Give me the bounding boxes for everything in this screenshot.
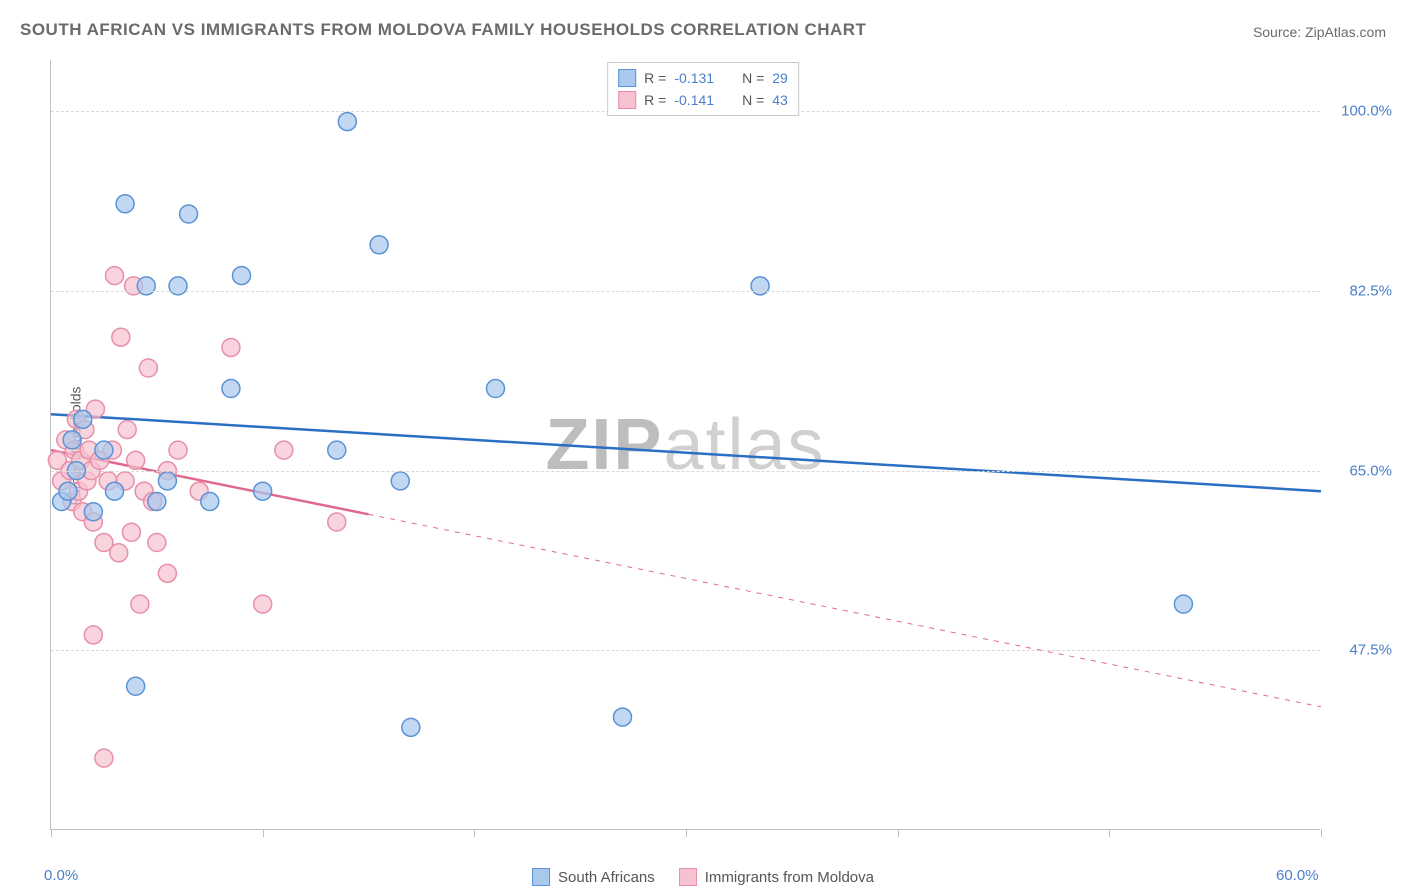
data-point xyxy=(122,523,140,541)
data-point xyxy=(158,472,176,490)
data-point xyxy=(59,482,77,500)
data-point xyxy=(127,451,145,469)
data-point xyxy=(751,277,769,295)
data-point xyxy=(180,205,198,223)
y-tick-label: 100.0% xyxy=(1341,103,1392,120)
data-point xyxy=(201,492,219,510)
x-tick-label: 60.0% xyxy=(1276,867,1319,884)
data-point xyxy=(84,503,102,521)
x-tick xyxy=(1109,829,1110,837)
data-point xyxy=(614,708,632,726)
legend-swatch xyxy=(532,868,550,886)
legend-n-value: 43 xyxy=(772,92,788,108)
series-legend-label: Immigrants from Moldova xyxy=(705,869,874,886)
data-point xyxy=(254,482,272,500)
regression-line xyxy=(51,414,1321,491)
data-point xyxy=(110,544,128,562)
legend-r-label: R = xyxy=(644,70,666,86)
data-point xyxy=(106,482,124,500)
stats-legend: R = -0.131 N = 29 R = -0.141 N = 43 xyxy=(607,62,799,116)
legend-swatch xyxy=(618,91,636,109)
data-point xyxy=(74,410,92,428)
data-point xyxy=(106,267,124,285)
data-point xyxy=(338,113,356,131)
data-point xyxy=(222,338,240,356)
y-tick-label: 47.5% xyxy=(1349,642,1392,659)
data-point xyxy=(370,236,388,254)
x-tick xyxy=(1321,829,1322,837)
legend-n-value: 29 xyxy=(772,70,788,86)
legend-r-value: -0.141 xyxy=(674,92,714,108)
gridline xyxy=(51,291,1320,292)
data-point xyxy=(137,277,155,295)
x-tick xyxy=(898,829,899,837)
data-point xyxy=(254,595,272,613)
data-point xyxy=(148,534,166,552)
x-tick xyxy=(51,829,52,837)
data-point xyxy=(63,431,81,449)
data-point xyxy=(116,195,134,213)
legend-n-label: N = xyxy=(742,70,764,86)
data-point xyxy=(131,595,149,613)
y-tick-label: 82.5% xyxy=(1349,283,1392,300)
chart-container: SOUTH AFRICAN VS IMMIGRANTS FROM MOLDOVA… xyxy=(0,0,1406,892)
x-tick-label: 0.0% xyxy=(44,867,78,884)
stats-legend-row: R = -0.141 N = 43 xyxy=(618,89,788,111)
data-point xyxy=(1174,595,1192,613)
x-tick xyxy=(474,829,475,837)
data-point xyxy=(233,267,251,285)
data-point xyxy=(328,441,346,459)
data-point xyxy=(169,441,187,459)
series-legend-item: South Africans xyxy=(532,868,655,886)
data-point xyxy=(139,359,157,377)
data-point xyxy=(169,277,187,295)
data-point xyxy=(127,677,145,695)
x-tick xyxy=(263,829,264,837)
stats-legend-row: R = -0.131 N = 29 xyxy=(618,67,788,89)
data-point xyxy=(402,718,420,736)
series-legend-item: Immigrants from Moldova xyxy=(679,868,874,886)
chart-title: SOUTH AFRICAN VS IMMIGRANTS FROM MOLDOVA… xyxy=(20,20,866,40)
series-legend-label: South Africans xyxy=(558,869,655,886)
data-point xyxy=(84,626,102,644)
series-legend: South Africans Immigrants from Moldova xyxy=(532,868,874,886)
legend-r-value: -0.131 xyxy=(674,70,714,86)
y-tick-label: 65.0% xyxy=(1349,462,1392,479)
legend-n-label: N = xyxy=(742,92,764,108)
gridline xyxy=(51,650,1320,651)
legend-r-label: R = xyxy=(644,92,666,108)
data-point xyxy=(95,441,113,459)
plot-svg xyxy=(51,60,1320,829)
data-point xyxy=(328,513,346,531)
legend-swatch xyxy=(679,868,697,886)
data-point xyxy=(95,749,113,767)
source-attribution: Source: ZipAtlas.com xyxy=(1253,24,1386,40)
data-point xyxy=(222,380,240,398)
x-tick xyxy=(686,829,687,837)
plot-area: ZIPatlas xyxy=(50,60,1320,830)
data-point xyxy=(391,472,409,490)
data-point xyxy=(112,328,130,346)
data-point xyxy=(148,492,166,510)
data-point xyxy=(118,421,136,439)
data-point xyxy=(487,380,505,398)
data-point xyxy=(275,441,293,459)
data-point xyxy=(158,564,176,582)
legend-swatch xyxy=(618,69,636,87)
gridline xyxy=(51,471,1320,472)
